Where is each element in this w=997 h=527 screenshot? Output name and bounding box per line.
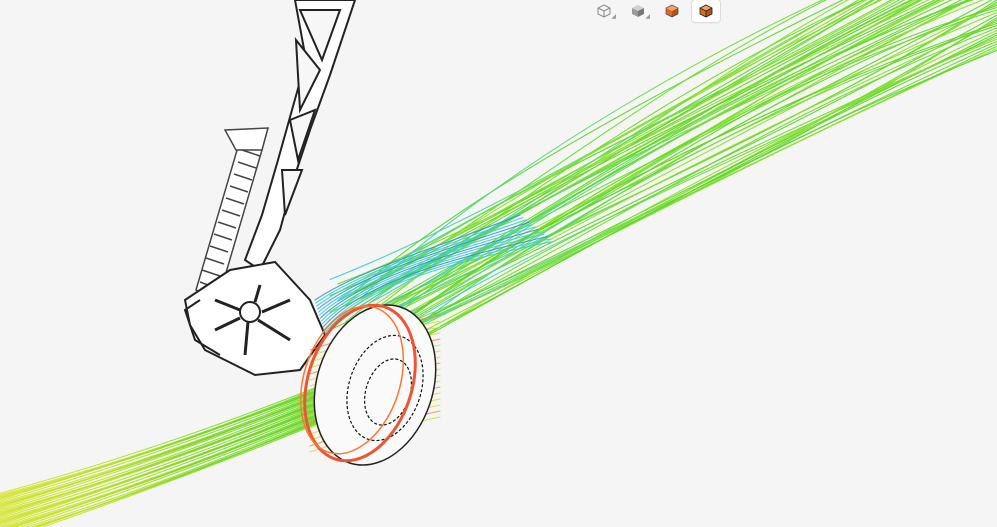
shaded-view-button[interactable]: [658, 0, 686, 22]
hub-plate: [183, 260, 327, 377]
streamline: [0, 385, 331, 499]
streamline: [0, 398, 331, 516]
wireframe-view-icon: [597, 4, 611, 18]
streamline: [345, 0, 901, 306]
streamline: [0, 404, 331, 524]
streamline: [0, 405, 331, 526]
wheel: [299, 303, 437, 466]
streamline: [361, 36, 997, 366]
solid-view-icon: [632, 5, 644, 17]
solid-view-button[interactable]: ◢: [624, 0, 652, 22]
streamline: [345, 47, 997, 373]
streamline: [377, 0, 849, 292]
streamline: [315, 216, 524, 304]
suspension-arm: [183, 0, 357, 377]
streamline: [377, 0, 985, 342]
streamline: [353, 2, 997, 344]
streamline: [0, 387, 331, 502]
streamline: [318, 224, 533, 313]
streamline: [0, 406, 331, 527]
streamline: [0, 386, 331, 501]
streamline: [369, 6, 997, 338]
view-mode-toolbar: ◢ ◢: [590, 0, 720, 22]
streamline: [0, 394, 331, 511]
streamline: [345, 0, 971, 324]
streamline: [329, 0, 963, 330]
streamline: [314, 214, 521, 301]
shaded-orange-view-icon: [665, 4, 679, 18]
streamline: [318, 226, 536, 316]
streamline: [316, 219, 527, 307]
streamline: [361, 20, 997, 350]
streamline: [323, 238, 551, 331]
streamline: [0, 393, 331, 510]
streamline: [319, 228, 539, 319]
streamline: [353, 49, 997, 378]
streamline: [321, 233, 545, 325]
dropdown-caret-icon: ◢: [645, 14, 650, 20]
streamline: [13, 411, 331, 527]
streamline: [337, 0, 875, 285]
streamline: [0, 392, 331, 508]
streamline: [0, 400, 331, 519]
streamline: [369, 0, 865, 304]
streamline: [24, 413, 331, 527]
streamline: [337, 14, 997, 351]
streamline: [18, 412, 331, 527]
coil-spring: [195, 127, 269, 302]
streamline: [337, 0, 893, 301]
streamline: [0, 399, 331, 518]
streamline: [361, 0, 824, 298]
wireframe-view-button[interactable]: ◢: [590, 0, 618, 22]
shaded-edges-view-icon: [699, 4, 713, 18]
streamline: [345, 1, 997, 340]
streamline: [322, 236, 548, 328]
streamline: [369, 22, 997, 354]
streamline: [36, 417, 331, 527]
streamline: [317, 221, 530, 310]
streamline: [377, 24, 997, 359]
streamline: [353, 0, 844, 294]
streamline: [0, 388, 331, 504]
streamline: [0, 381, 331, 494]
streamline: [320, 231, 542, 322]
shaded-edges-view-button[interactable]: [692, 0, 720, 22]
streamline: [369, 0, 974, 337]
dropdown-caret-icon: ◢: [611, 14, 616, 20]
streamline: [377, 9, 997, 343]
streamline: [324, 240, 554, 334]
streamline: [40, 418, 331, 527]
